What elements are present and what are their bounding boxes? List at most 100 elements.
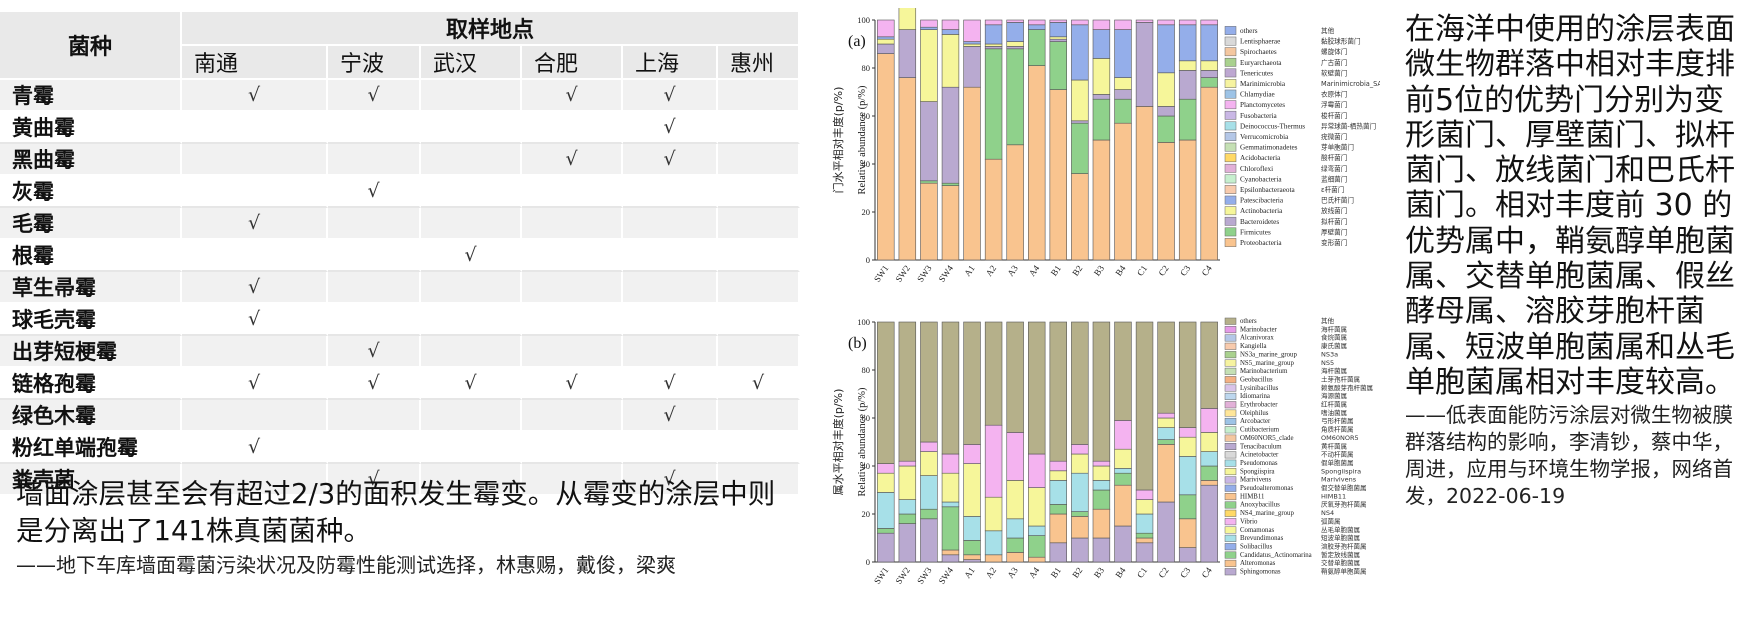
bar-segment-bacteroidetes bbox=[1135, 22, 1154, 107]
presence-cell: √ bbox=[522, 144, 623, 176]
bar-segment-vibrio bbox=[1178, 427, 1197, 438]
legend-swatch bbox=[1224, 468, 1237, 476]
presence-cell bbox=[421, 208, 522, 240]
legend-label: Marinimicrobia bbox=[1240, 80, 1286, 88]
table-row: 青霉 √ √ √ √ bbox=[0, 80, 801, 112]
bar-segment-others bbox=[1092, 321, 1111, 462]
bar-segment-others bbox=[1135, 321, 1154, 491]
presence-cell bbox=[182, 464, 328, 496]
legend-label-cn: 暂定放线菌属 bbox=[1321, 550, 1360, 559]
x-tick-label: B4 bbox=[1113, 263, 1128, 278]
bar-segment-alteromonas bbox=[1200, 480, 1218, 486]
legend-label-cn: 软壁菌门 bbox=[1321, 68, 1347, 77]
y-tick-label: 60 bbox=[862, 413, 871, 423]
legend-swatch bbox=[1224, 79, 1237, 88]
presence-cell: √ bbox=[182, 368, 328, 400]
presence-cell: √ bbox=[182, 432, 328, 464]
legend-label: Euryarchaeota bbox=[1240, 59, 1282, 67]
bar-segment-brevundimonas bbox=[1049, 480, 1067, 505]
legend-swatch bbox=[1224, 409, 1237, 417]
bar-segment-alteromonas bbox=[1114, 484, 1132, 527]
species-name: 绿色木霉 bbox=[0, 400, 182, 432]
bar-segment-brevundimonas bbox=[1200, 451, 1218, 467]
legend-label-cn: 芽单胞菌门 bbox=[1321, 143, 1354, 152]
legend-swatch bbox=[1224, 57, 1237, 67]
legend-label-cn: 角质杆菌属 bbox=[1321, 425, 1354, 434]
y-tick-label: 100 bbox=[857, 15, 870, 25]
legend-label: NS3a_marine_group bbox=[1240, 351, 1297, 358]
presence-cell bbox=[718, 144, 801, 176]
bar-segment-vibrio bbox=[984, 424, 1003, 498]
species-name: 黄曲霉 bbox=[0, 112, 182, 144]
table-row: 黄曲霉 √ bbox=[0, 112, 801, 144]
left-text-block: 墙面涂层甚至会有超过2/3的面积发生霉变。从霉变的涂层中则是分离出了141株真菌… bbox=[16, 476, 776, 579]
bar-segment-sphingomonas bbox=[963, 559, 981, 563]
x-tick-label: SW4 bbox=[937, 263, 956, 284]
bar-segment-firmicutes bbox=[1049, 41, 1067, 90]
legend-label-cn: 弓形杆菌属 bbox=[1321, 416, 1354, 425]
presence-cell bbox=[182, 144, 328, 176]
legend-label: Fusobacteria bbox=[1240, 112, 1278, 120]
bar-segment-actinobacteria bbox=[984, 43, 1003, 47]
panel-label: (b) bbox=[848, 335, 867, 352]
presence-cell bbox=[718, 304, 801, 336]
x-tick-label: A2 bbox=[984, 565, 999, 580]
bar-segment-others bbox=[1114, 321, 1132, 421]
presence-cell bbox=[718, 240, 801, 272]
bar-segment-others bbox=[877, 19, 895, 38]
legend-label: NS5_marine_group bbox=[1240, 360, 1294, 367]
legend-label: Patescibacteria bbox=[1240, 197, 1284, 205]
right-text-block: 在海洋中使用的涂层表面微生物群落中相对丰度排前5位的优势门分别为变形菌门、厚壁菌… bbox=[1405, 12, 1741, 510]
bar-segment-others bbox=[984, 19, 1003, 26]
bar-segment-patescibacteria bbox=[1114, 29, 1132, 78]
species-name: 毛霉 bbox=[0, 208, 182, 240]
bar-segment-proteobacteria bbox=[1157, 142, 1175, 261]
legend-label: Planctomycetes bbox=[1240, 101, 1285, 109]
legend-swatch bbox=[1224, 227, 1237, 237]
presence-cell bbox=[623, 240, 718, 272]
legend-label-cn: 绿弯菌门 bbox=[1321, 164, 1347, 173]
x-tick-label: B3 bbox=[1092, 263, 1107, 278]
legend-label: Cyanobacteria bbox=[1240, 175, 1282, 183]
species-name: 粪壳菌 bbox=[0, 464, 182, 496]
legend-swatch bbox=[1224, 551, 1237, 559]
legend-swatch bbox=[1224, 216, 1237, 226]
presence-cell bbox=[421, 464, 522, 496]
bar-segment-proteobacteria bbox=[1178, 139, 1197, 261]
presence-cell bbox=[522, 400, 623, 432]
bar-segment-brevundimonas bbox=[877, 492, 895, 529]
bar-segment-proteobacteria bbox=[963, 86, 981, 261]
bar-segment-others bbox=[920, 321, 938, 443]
bar-segment-others bbox=[1006, 321, 1024, 433]
bar-segment-vibrio bbox=[1157, 412, 1175, 419]
bar-segment-proteobacteria bbox=[877, 53, 895, 261]
bar-segment-candidatus_actinomarina bbox=[1049, 504, 1067, 515]
bar-segment-alteromonas bbox=[1028, 556, 1046, 563]
presence-cell: √ bbox=[328, 464, 421, 496]
bar-segment-candidatus_actinomarina bbox=[920, 508, 938, 520]
abundance-figure: 0 20 40 60 80 100 (a) Relative abundance (p/%) 门… bbox=[831, 8, 1380, 586]
legend-label-cn: 红杆菌属 bbox=[1321, 400, 1347, 409]
table-row: 粪壳菌 √ √ bbox=[0, 464, 801, 496]
bar-segment-candidatus_actinomarina bbox=[898, 513, 917, 524]
legend-swatch bbox=[1224, 459, 1237, 467]
bar-segment-actinobacteria bbox=[1006, 41, 1024, 47]
legend-label-cn: 衣原体门 bbox=[1321, 90, 1347, 99]
legend-label: Pseudomonas bbox=[1240, 460, 1278, 467]
bar-segment-bacteroidetes bbox=[877, 43, 895, 54]
legend-label: Erythrobacter bbox=[1240, 402, 1278, 409]
bar-segment-patescibacteria bbox=[984, 24, 1003, 45]
bar-segment-comamonas bbox=[1135, 499, 1154, 515]
bar-segment-vibrio bbox=[1092, 460, 1111, 467]
legend-label: Candidatus_Actinomarina bbox=[1240, 552, 1312, 559]
legend-label-cn: 土芽孢杆菌属 bbox=[1321, 374, 1360, 383]
legend-label: Epsilonbacteraeota bbox=[1240, 186, 1295, 194]
legend-label-cn: 海源菌属 bbox=[1321, 391, 1347, 400]
bar-segment-brevundimonas bbox=[898, 499, 917, 515]
presence-cell bbox=[421, 112, 522, 144]
bar-segment-candidatus_actinomarina bbox=[963, 540, 981, 556]
legend-label: HIMB11 bbox=[1240, 493, 1264, 500]
table-location-row: 南通 宁波 武汉 合肥 上海 惠州 bbox=[0, 46, 801, 80]
bar-segment-alteromonas bbox=[1157, 444, 1175, 503]
microbe-citation: ——低表面能防污涂层对微生物被膜群落结构的影响，李清钞，蔡中华，周进，应用与环境… bbox=[1405, 403, 1733, 509]
